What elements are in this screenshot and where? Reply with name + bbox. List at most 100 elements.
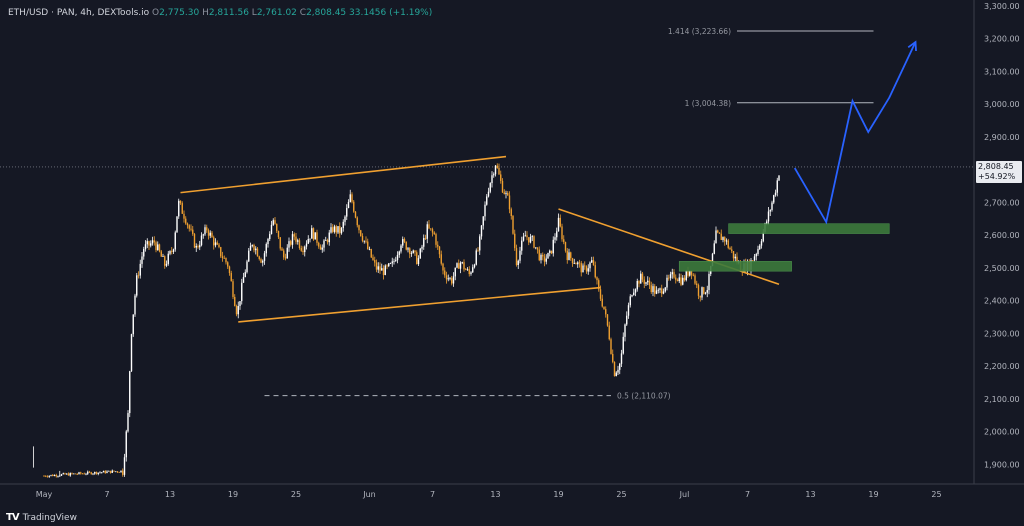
candle-body [144,244,147,250]
candle-body [487,191,490,197]
candle-body [139,263,141,276]
candle-body [129,371,131,414]
candle-body [538,249,540,261]
time-tick-label: 19 [228,490,238,499]
footer: TV TradingView [6,512,77,523]
candle-body [157,244,159,251]
candle-body [634,289,637,293]
price-tick-label: 3,000.00 [984,100,1020,109]
candle-body [507,193,509,196]
candle-body [760,241,763,246]
candle-body [354,211,357,218]
candle-body [346,208,348,217]
candle-body [601,298,603,307]
candle-body [668,277,670,279]
candle-body [192,229,194,234]
candle-body [697,285,700,296]
candle-body [531,236,533,238]
support-zone-1 [678,261,792,272]
candle-body [167,253,169,264]
price-tick-label: 3,200.00 [984,35,1020,44]
candle-body [178,200,180,217]
candle-body [277,230,280,238]
candle-body [151,240,154,244]
candle-body [682,277,684,285]
candle-body [316,232,318,243]
candle-body [592,260,595,266]
candle-body [557,217,560,232]
candle-body [155,242,157,251]
candle-body [580,263,582,273]
candle-body [162,256,164,257]
candle-body [769,209,771,212]
candle-body [200,235,203,246]
candle-body [437,244,439,247]
candle-body [111,470,113,473]
candle-body [267,239,269,245]
candle-body [619,363,621,370]
candle-body [402,239,404,246]
brand-name[interactable]: TradingView [22,512,77,523]
candle-body [223,258,225,259]
candle-body [57,476,59,477]
projection-arrowhead [907,40,917,52]
candle-body [304,246,306,253]
candle-body [319,246,322,250]
candle-body [195,246,197,248]
candle-body [59,475,61,477]
candle-body [253,244,255,251]
ohlc-legend: ETH/USD · PAN, 4h, DEXTools.io O2,775.30… [8,8,433,18]
candle-body [424,238,427,239]
candle-body [459,262,462,269]
candle-body [367,241,369,250]
candle-body [71,473,73,474]
candle-body [312,228,315,240]
candle-body [174,232,176,250]
time-tick-label: 7 [104,490,109,499]
symbol[interactable]: ETH/USD [8,8,49,18]
candle-body [620,353,623,364]
candle-body [671,272,673,275]
candle-body [400,245,402,252]
candle-body [456,263,458,268]
candle-body [736,256,738,263]
candle-body [636,281,638,290]
candle-body [379,266,381,271]
candle-body [249,245,252,251]
candle-body [524,235,526,237]
candle-body [587,268,589,272]
candle-body [209,232,211,236]
candle-body [270,224,273,235]
candle-body [118,472,120,473]
candle-body [423,238,425,247]
candle-body [206,227,208,231]
candle-body [258,256,260,260]
interval[interactable]: 4h [80,8,92,18]
candle-body [528,237,530,243]
upper-channel [180,155,507,194]
time-tick-label: May [36,490,53,499]
candle-body [172,249,175,252]
candle-body [470,272,472,275]
candle-body [431,229,434,233]
candle-body [461,262,463,263]
candle-body [515,248,518,266]
candle-body [281,248,283,251]
candle-body [641,273,644,280]
candle-body [550,250,553,254]
candle-body [503,192,505,194]
candle-body [661,288,663,294]
candle-body [717,230,719,233]
time-tick-label: 13 [490,490,500,499]
candle-body [535,247,537,249]
candle-body [465,269,467,271]
candle-body [55,474,57,477]
candle-body [757,249,759,254]
high-label: H [202,8,209,18]
candle-body [85,473,87,475]
candle-body [305,243,308,247]
candle-body [407,248,409,250]
candle-body [617,369,619,373]
tradingview-logo-icon[interactable]: TV [6,512,20,523]
